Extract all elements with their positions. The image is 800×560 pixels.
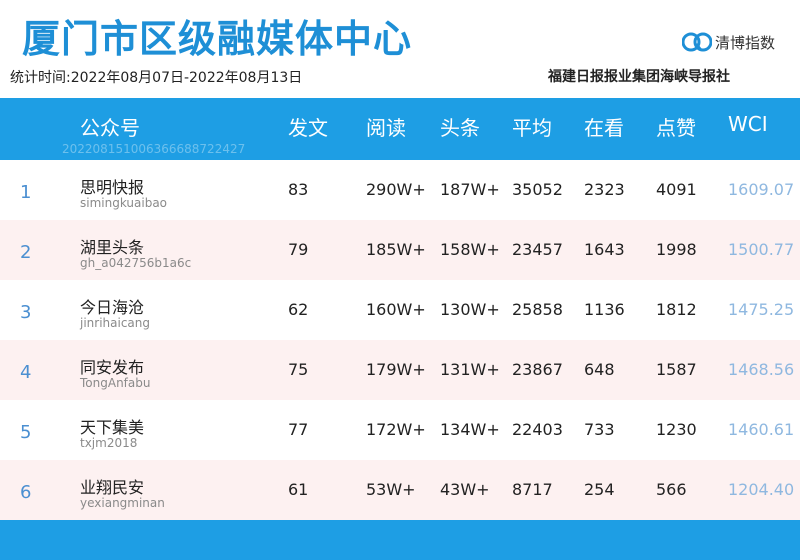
average-value: 23457 [512, 240, 563, 259]
looking-value: 254 [584, 480, 615, 499]
rank: 6 [20, 482, 32, 503]
account-name: 天下集美 [80, 418, 145, 437]
likes-value: 1587 [656, 360, 697, 379]
average-value: 23867 [512, 360, 563, 379]
statistics-period: 统计时间:2022年08月07日-2022年08月13日 [10, 70, 303, 86]
account-id: TongAnfabu [80, 376, 151, 390]
table-row: 5 天下集美 txjm2018 77 172W+ 134W+ 22403 733… [0, 400, 800, 460]
table-header: 公众号 发文 阅读 头条 平均 在看 点赞 WCI 20220815100636… [0, 98, 800, 160]
likes-value: 1998 [656, 240, 697, 259]
page-title: 厦门市区级融媒体中心 [22, 17, 413, 61]
average-value: 8717 [512, 480, 553, 499]
rank: 5 [20, 422, 32, 443]
headline-value: 130W+ [440, 300, 500, 319]
table-row: 1 思明快报 simingkuaibao 83 290W+ 187W+ 3505… [0, 160, 800, 220]
account-id: simingkuaibao [80, 196, 168, 210]
posts-value: 79 [288, 240, 309, 259]
wci-value: 1460.61 [728, 420, 795, 439]
headline-value: 187W+ [440, 180, 500, 199]
wci-value: 1500.77 [728, 240, 795, 259]
looking-value: 733 [584, 420, 615, 439]
publisher: 福建日报报业集团海峡导报社 [548, 69, 730, 85]
headline-value: 43W+ [440, 480, 490, 499]
account-name: 今日海沧 [80, 298, 145, 317]
average-value: 35052 [512, 180, 563, 199]
reads-value: 185W+ [366, 240, 426, 259]
qingbo-logo-icon [682, 32, 712, 52]
column-header-reads: 阅读 [366, 116, 406, 140]
likes-value: 4091 [656, 180, 697, 199]
looking-value: 2323 [584, 180, 625, 199]
account-id: jinrihaicang [80, 316, 151, 330]
headline-value: 131W+ [440, 360, 500, 379]
table-row: 6 业翔民安 yexiangminan 61 53W+ 43W+ 8717 25… [0, 460, 800, 520]
column-header-likes: 点赞 [656, 116, 696, 140]
account-name: 思明快报 [80, 178, 145, 197]
average-value: 22403 [512, 420, 563, 439]
account-id: txjm2018 [80, 436, 138, 450]
rank: 4 [20, 362, 32, 383]
ranking-table: 1 思明快报 simingkuaibao 83 290W+ 187W+ 3505… [0, 160, 800, 520]
column-header-posts: 发文 [288, 116, 328, 140]
average-value: 25858 [512, 300, 563, 319]
headline-value: 134W+ [440, 420, 500, 439]
looking-value: 1643 [584, 240, 625, 259]
reads-value: 160W+ [366, 300, 426, 319]
account-id: yexiangminan [80, 496, 165, 510]
rank: 2 [20, 242, 32, 263]
column-header-average: 平均 [512, 116, 552, 140]
posts-value: 77 [288, 420, 309, 439]
looking-value: 1136 [584, 300, 625, 319]
wci-value: 1468.56 [728, 360, 795, 379]
column-header-wci: WCI [728, 112, 768, 136]
table-row: 2 湖里头条 gh_a042756b1a6c 79 185W+ 158W+ 23… [0, 220, 800, 280]
account-id: gh_a042756b1a6c [80, 256, 192, 270]
likes-value: 1812 [656, 300, 697, 319]
footer-bar [0, 520, 800, 560]
wci-value: 1475.25 [728, 300, 795, 319]
logo: 清博指数 [682, 26, 775, 58]
headline-value: 158W+ [440, 240, 500, 259]
account-name: 湖里头条 [80, 238, 145, 257]
posts-value: 75 [288, 360, 309, 379]
likes-value: 1230 [656, 420, 697, 439]
posts-value: 83 [288, 180, 309, 199]
logo-text: 清博指数 [715, 33, 776, 52]
column-header-looking: 在看 [584, 116, 624, 140]
table-row: 3 今日海沧 jinrihaicang 62 160W+ 130W+ 25858… [0, 280, 800, 340]
wci-value: 1609.07 [728, 180, 795, 199]
account-name: 同安发布 [80, 358, 145, 377]
reads-value: 179W+ [366, 360, 426, 379]
likes-value: 566 [656, 480, 687, 499]
reads-value: 53W+ [366, 480, 416, 499]
reads-value: 172W+ [366, 420, 426, 439]
posts-value: 61 [288, 480, 309, 499]
looking-value: 648 [584, 360, 615, 379]
column-header-headline: 头条 [440, 116, 480, 140]
header-code: 20220815100636668872​2427 [62, 142, 246, 156]
posts-value: 62 [288, 300, 309, 319]
rank: 3 [20, 302, 32, 323]
account-name: 业翔民安 [80, 478, 145, 497]
rank: 1 [20, 182, 32, 203]
table-row: 4 同安发布 TongAnfabu 75 179W+ 131W+ 23867 6… [0, 340, 800, 400]
column-header-account: 公众号 [80, 116, 140, 140]
wci-value: 1204.40 [728, 480, 795, 499]
reads-value: 290W+ [366, 180, 426, 199]
